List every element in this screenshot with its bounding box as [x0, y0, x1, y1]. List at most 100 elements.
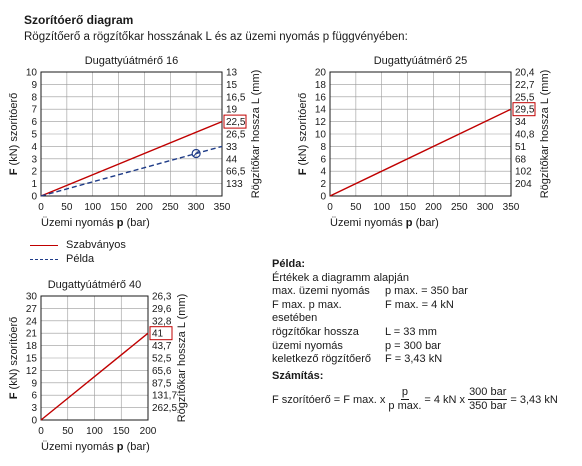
y-tick-label: 0 — [31, 192, 37, 203]
x-tick-label: 350 — [214, 202, 231, 213]
example-intro: Értékek a diagramm alapján — [272, 271, 409, 284]
chart-title: Dugattyúátmérő 25 — [374, 55, 468, 67]
y-tick-label: 5 — [31, 130, 37, 141]
y-tick-label: 3 — [31, 154, 37, 165]
y-tick-label: 0 — [31, 416, 37, 427]
legend-label-example: Példa — [66, 253, 95, 265]
y-tick-label: 7 — [31, 105, 37, 116]
series-line-example — [40, 145, 223, 197]
y-tick-label: 10 — [315, 130, 327, 141]
highlight-label: 22,5 — [226, 117, 246, 128]
fraction-numerator: p — [400, 386, 409, 400]
x-tick-label: 300 — [477, 202, 494, 213]
example-row-label: üzemi nyomás — [272, 339, 343, 352]
formula-mid: = 4 kN x — [424, 393, 466, 406]
example-row-label: rögzítőkar hossza — [272, 325, 359, 338]
right-tick-label: 32,8 — [152, 316, 172, 327]
x-tick-label: 250 — [162, 202, 179, 213]
right-tick-label: 52,5 — [152, 354, 172, 365]
y-tick-label: 1 — [31, 179, 37, 190]
x-tick-label: 50 — [350, 202, 362, 213]
x-axis-title: Üzemi nyomás p (bar) — [41, 441, 150, 453]
x-tick-label: 100 — [373, 202, 390, 213]
y-tick-label: 30 — [26, 292, 38, 303]
example-row: keletkező rögzítőerő F = 3,43 kN — [272, 353, 468, 367]
right-tick-label: 65,6 — [152, 366, 172, 377]
fraction-pressure-ratio: p p max. — [388, 386, 421, 413]
right-tick-label: 131,7 — [152, 391, 177, 402]
legend-label-standard: Szabványos — [66, 239, 126, 251]
x-tick-label: 150 — [110, 202, 127, 213]
right-tick-label: 13 — [226, 68, 238, 79]
right-tick-label: 33 — [226, 142, 238, 153]
highlight-box — [223, 114, 247, 129]
y-tick-label: 10 — [26, 68, 38, 79]
right-tick-label: 20,4 — [515, 68, 535, 79]
y-tick-label: 6 — [31, 391, 37, 402]
x-tick-label: 50 — [61, 202, 73, 213]
y-tick-label: 2 — [320, 179, 326, 190]
right-tick-label: 40,8 — [515, 130, 535, 141]
y-tick-label: 9 — [31, 80, 37, 91]
x-axis-title: Üzemi nyomás p (bar) — [330, 217, 439, 229]
right-tick-label: 87,5 — [152, 378, 172, 389]
right-tick-label: 66,5 — [226, 167, 246, 178]
example-row: F max. p max. esetében F max. = 4 kN — [272, 299, 468, 326]
series-line-standard — [40, 120, 223, 197]
highlight-label: 41 — [152, 329, 164, 340]
x-tick-label: 200 — [136, 202, 153, 213]
fraction-numerator: 300 bar — [468, 386, 508, 400]
right-tick-label: 15 — [226, 80, 238, 91]
right-tick-label: 26,3 — [152, 292, 172, 303]
highlight-box — [512, 102, 536, 117]
plot-frame — [329, 71, 512, 197]
y-tick-label: 15 — [26, 354, 38, 365]
example-row-label: keletkező rögzítőerő — [272, 353, 372, 366]
y-tick-label: 6 — [31, 117, 37, 128]
example-row: üzemi nyomás p = 300 bar — [272, 340, 468, 354]
right-tick-label: 68 — [515, 154, 527, 165]
right-tick-label: 43,7 — [152, 341, 172, 352]
x-axis-title: Üzemi nyomás p (bar) — [41, 217, 150, 229]
y-tick-label: 12 — [26, 366, 38, 377]
example-row-value: p = 300 bar — [385, 339, 441, 352]
y-tick-label: 4 — [320, 167, 326, 178]
right-tick-label: 44 — [226, 154, 238, 165]
calculation-title: Számítás: — [272, 370, 324, 382]
example-row-value: p max. = 350 bar — [385, 285, 468, 298]
legend: Szabványos Példa — [30, 238, 126, 266]
right-tick-label: 16,5 — [226, 92, 246, 103]
right-tick-label: 29,6 — [152, 304, 172, 315]
right-tick-label: 51 — [515, 142, 527, 153]
x-tick-label: 350 — [503, 202, 520, 213]
x-tick-label: 250 — [451, 202, 468, 213]
plot-frame — [40, 295, 149, 421]
right-tick-label: 204 — [515, 179, 532, 190]
plot-frame — [40, 71, 223, 197]
legend-swatch-dashed — [30, 258, 58, 260]
example-box: Példa: Értékek a diagramm alapján max. ü… — [272, 258, 468, 367]
example-row: max. üzemi nyomás p max. = 350 bar — [272, 285, 468, 299]
highlight-box — [149, 326, 173, 341]
legend-swatch-solid — [30, 244, 58, 246]
y-tick-label: 8 — [320, 142, 326, 153]
series-line-standard — [329, 108, 512, 197]
right-tick-label: 133 — [226, 179, 243, 190]
y-axis-title-right: Rögzítőkar hossza L (mm) — [176, 294, 188, 423]
y-tick-label: 4 — [31, 142, 37, 153]
x-tick-label: 0 — [38, 202, 44, 213]
example-row-value: F max. = 4 kN — [385, 298, 454, 311]
example-row-value: F = 3,43 kN — [385, 353, 443, 366]
fraction-denominator: p max. — [388, 400, 422, 412]
x-tick-label: 0 — [38, 426, 44, 437]
page-subtitle: Rögzítőerő a rögzítőkar hosszának L és a… — [24, 31, 408, 43]
legend-item-example: Példa — [30, 252, 126, 266]
y-axis-title-right: Rögzítőkar hossza L (mm) — [250, 70, 262, 199]
y-tick-label: 8 — [31, 92, 37, 103]
x-tick-label: 100 — [86, 426, 103, 437]
y-axis-title: F (kN) szorítóerő — [297, 93, 309, 176]
y-axis-title: F (kN) szorítóerő — [8, 93, 20, 176]
y-tick-label: 14 — [315, 105, 327, 116]
chart-title: Dugattyúátmérő 40 — [48, 279, 142, 291]
y-tick-label: 18 — [315, 80, 327, 91]
